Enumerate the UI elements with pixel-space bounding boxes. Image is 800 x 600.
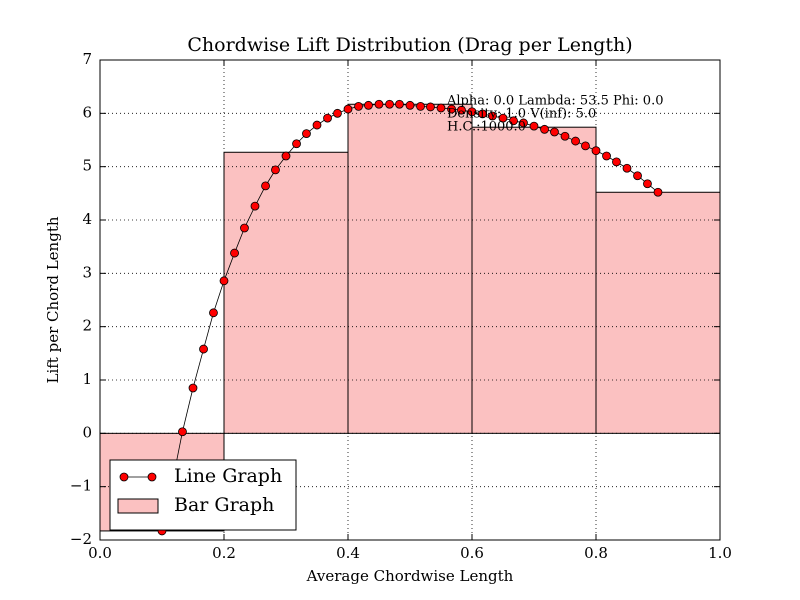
marker [519,118,528,128]
marker [571,136,580,146]
marker [509,116,518,126]
marker [405,100,415,110]
marker [488,111,497,121]
marker [581,141,590,151]
marker [478,109,487,119]
chart-title: Chordwise Lift Distribution (Drag per Le… [187,34,632,56]
legend-marker [147,472,157,482]
marker [653,187,663,197]
marker [395,99,404,109]
annotation: Alpha: 0.0 Lambda: 53.5 Phi: 0.0 [446,94,663,109]
y-tick-label: 3 [82,263,92,281]
x-axis-label: Average Chordwise Length [306,567,514,585]
marker [498,113,508,123]
legend-box [109,459,297,531]
marker [602,151,611,161]
marker [643,179,652,189]
marker [540,124,549,134]
y-tick-label: 7 [82,50,92,68]
bar [595,191,721,434]
annotation: Density: 1.0 V(inf): 5.0 [447,107,596,122]
y-axis-label: Lift per Chord Length [44,216,62,383]
marker [467,107,477,117]
marker [302,129,311,139]
y-tick-label: 5 [82,157,92,175]
marker [354,102,363,111]
marker [240,223,249,233]
marker [312,120,322,130]
marker [633,171,642,181]
marker [271,165,280,175]
y-tick-label: 6 [82,103,92,121]
marker [550,127,559,137]
marker [416,102,425,111]
y-tick-label: −1 [70,477,92,495]
marker [374,99,384,109]
marker [178,427,187,437]
marker [188,383,198,393]
marker [447,104,456,114]
annotation: H.C.:1000.0 [447,120,526,135]
x-tick-label: 0.4 [336,544,360,562]
x-tick-label: 1.0 [708,544,732,562]
legend-swatch [117,498,159,514]
y-tick-label: 0 [82,423,92,441]
marker [560,131,570,141]
marker [436,103,446,113]
bar [347,103,473,434]
marker [281,151,291,161]
x-tick-label: 0.6 [460,544,484,562]
y-tick-label: 4 [82,210,92,228]
marker [261,181,270,191]
y-tick-label: 1 [82,370,92,388]
plot-frame [99,59,721,541]
marker [622,163,632,173]
marker [333,108,342,118]
legend-marker [119,472,129,482]
marker [612,157,621,167]
x-tick-label: 0.2 [212,544,236,562]
marker [292,139,301,149]
marker [199,344,208,354]
x-tick-label: 0.0 [88,544,112,562]
bar [223,151,349,434]
marker [529,121,539,131]
y-tick-label: 2 [82,317,92,335]
bar [471,126,597,434]
x-tick-label: 0.8 [584,544,608,562]
marker [230,248,239,258]
marker [219,276,229,286]
marker [457,105,466,115]
marker [426,102,435,112]
marker [323,113,332,123]
marker [250,201,260,211]
legend-label: Bar Graph [174,494,274,516]
marker [385,99,394,109]
marker [591,146,601,156]
y-tick-label: −2 [70,530,92,548]
marker [343,104,353,114]
marker [209,308,218,318]
legend-label: Line Graph [174,465,282,487]
marker [364,100,373,110]
